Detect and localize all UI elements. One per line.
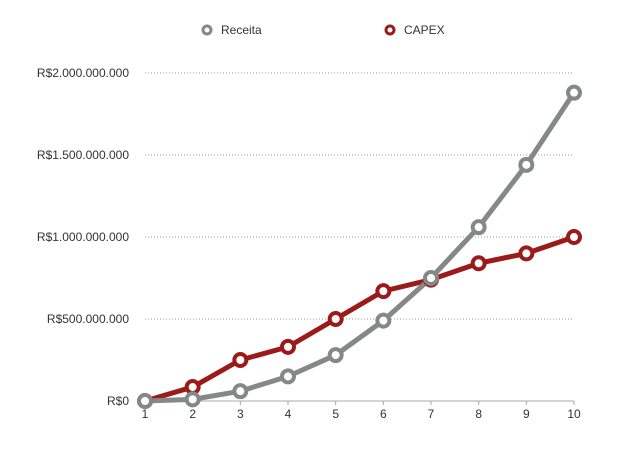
x-tick-label: 9	[523, 407, 530, 421]
series-line-receita	[142, 90, 577, 404]
y-tick-label: R$1.500.000.000	[37, 148, 129, 162]
data-point-receita	[518, 156, 535, 173]
x-tick-label: 7	[428, 407, 435, 421]
legend: Receita CAPEX	[201, 23, 445, 37]
data-point-capex	[375, 283, 392, 300]
legend-label: Receita	[221, 23, 262, 37]
data-point-capex	[566, 229, 582, 245]
data-point-receita	[566, 84, 582, 101]
legend-marker-receita	[201, 24, 213, 36]
y-tick-label: R$2.000.000.000	[37, 66, 129, 80]
legend-label: CAPEX	[404, 23, 445, 37]
data-point-capex	[470, 255, 487, 272]
x-tick-label: 3	[237, 407, 244, 421]
data-point-capex	[280, 338, 296, 355]
data-point-receita	[137, 393, 153, 409]
x-tick-label: 2	[189, 407, 196, 421]
y-axis-ticks: R$0 R$500.000.000 R$1.000.000.000 R$1.500.0…	[37, 66, 129, 408]
data-point-capex	[232, 352, 249, 368]
data-point-receita	[470, 219, 487, 236]
data-point-receita	[280, 368, 296, 385]
data-point-capex	[184, 379, 201, 396]
data-point-receita	[327, 347, 344, 364]
x-tick-label: 8	[475, 407, 482, 421]
series-layer	[137, 84, 582, 409]
x-tick-label: 5	[332, 407, 339, 421]
data-point-receita	[423, 270, 439, 286]
legend-marker-capex	[384, 24, 396, 36]
data-point-capex	[518, 245, 535, 262]
y-tick-label: R$0	[107, 394, 129, 408]
x-tick-label: 4	[285, 407, 292, 421]
data-point-receita	[184, 391, 201, 408]
x-tick-label: 10	[567, 407, 581, 421]
x-tick-label: 6	[380, 407, 387, 421]
data-point-receita	[375, 312, 392, 329]
data-point-capex	[327, 311, 344, 327]
data-point-receita	[232, 383, 249, 400]
gridlines	[145, 72, 574, 320]
y-tick-label: R$500.000.000	[47, 312, 129, 326]
y-tick-label: R$1.000.000.000	[37, 230, 129, 244]
x-axis: 1 2 3 4 5 6 7 8 9 10	[142, 400, 581, 421]
x-tick-label: 1	[142, 407, 149, 421]
series-line-capex	[142, 234, 577, 404]
